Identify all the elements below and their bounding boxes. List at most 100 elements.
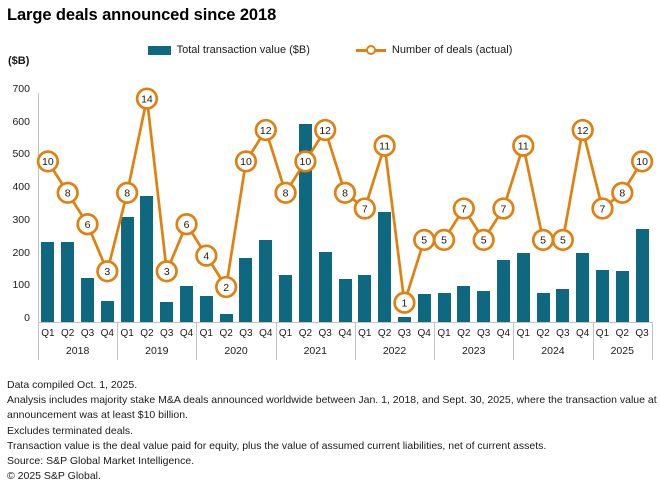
bar-2020-q3	[239, 258, 253, 322]
legend-item-transaction-value: Total transaction value ($B)	[147, 44, 310, 56]
deal-count-value: 10	[240, 156, 252, 168]
deal-count-value: 7	[501, 203, 507, 215]
deal-count-marker	[472, 228, 495, 252]
bar-2023-q3	[477, 290, 491, 322]
page-title: Large deals announced since 2018	[7, 6, 277, 24]
legend-label-transaction-value: Total transaction value ($B)	[176, 44, 310, 56]
deal-count-value: 10	[42, 156, 54, 168]
year-label: 2025	[610, 345, 634, 357]
deal-count-marker	[96, 260, 119, 283]
deal-count-marker	[56, 181, 79, 204]
bar-2020-q1	[199, 295, 213, 322]
deal-count-marker	[234, 150, 258, 173]
deal-count-value: 8	[283, 188, 289, 200]
deal-count-value: 8	[619, 188, 625, 200]
deal-count-value: 12	[577, 125, 589, 137]
quarter-label: Q2	[615, 328, 629, 339]
deal-count-marker	[175, 213, 198, 236]
bar-2024-q1	[516, 253, 530, 322]
deal-count-marker	[432, 228, 456, 252]
quarter-label: Q3	[160, 328, 174, 339]
bar-2022-q3	[397, 317, 411, 322]
deal-count-value: 14	[141, 93, 153, 105]
legend-label-number-of-deals: Number of deals (actual)	[391, 44, 513, 56]
deal-count-value: 1	[401, 298, 407, 310]
footnotes: Data compiled Oct. 1, 2025. Analysis incl…	[7, 378, 657, 484]
deal-count-value: 6	[184, 219, 190, 231]
y-tick-label: 300	[12, 213, 30, 226]
deal-count-marker	[630, 150, 654, 173]
deal-count-marker	[115, 181, 139, 204]
footnote-line: Source: S&P Global Market Intelligence.	[7, 455, 195, 468]
footnote-line: Excludes terminated deals.	[7, 424, 134, 437]
legend: Total transaction value ($B) Number of d…	[0, 44, 660, 56]
quarter-label: Q4	[179, 328, 194, 339]
quarter-label: Q1	[595, 328, 610, 339]
deal-count-value: 3	[164, 266, 170, 278]
y-tick-label: 700	[12, 83, 30, 95]
bar-2022-q1	[358, 274, 372, 322]
bar-2024-q4	[576, 253, 590, 322]
bar-2025-q3	[635, 228, 649, 322]
deal-count-value: 11	[379, 141, 390, 153]
deal-count-marker	[373, 134, 396, 157]
deal-count-value: 10	[636, 156, 648, 168]
deal-count-marker	[512, 134, 535, 157]
year-separator	[117, 322, 119, 360]
bar-2020-q2	[219, 313, 233, 322]
bar-2018-q3	[81, 277, 95, 322]
quarter-label: Q4	[338, 328, 352, 339]
quarter-label: Q2	[536, 328, 550, 339]
deal-count-value: 7	[461, 203, 467, 215]
quarter-label: Q2	[61, 328, 75, 339]
bar-2021-q2	[298, 124, 312, 322]
bar-2021-q1	[279, 274, 293, 322]
deal-count-marker	[76, 213, 99, 236]
year-label: 2022	[382, 345, 407, 357]
year-label: 2021	[303, 345, 327, 357]
deal-count-marker	[531, 228, 555, 252]
year-separator	[196, 322, 198, 360]
deal-count-marker	[413, 228, 436, 252]
legend-item-number-of-deals: Number of deals (actual)	[355, 44, 513, 56]
quarter-label: Q3	[476, 328, 491, 339]
quarter-label: Q1	[516, 328, 530, 339]
bar-2021-q4	[338, 279, 352, 322]
bar-2019-q2	[140, 196, 154, 322]
deal-count-marker	[591, 197, 614, 220]
year-label: 2020	[224, 345, 248, 357]
deal-count-value: 11	[518, 141, 529, 153]
quarter-label: Q4	[259, 328, 273, 339]
bar-2019-q4	[180, 286, 194, 322]
footnote-line: Data compiled Oct. 1, 2025.	[7, 379, 138, 391]
y-tick-label: 500	[12, 148, 30, 161]
bar-2019-q3	[160, 302, 174, 322]
year-separator	[652, 322, 653, 360]
y-tick-label: 200	[12, 246, 30, 259]
deal-count-marker	[155, 260, 178, 283]
deal-count-value: 6	[85, 219, 91, 231]
deal-count-value: 5	[481, 235, 487, 247]
bar-2018-q1	[41, 241, 55, 322]
deal-count-marker	[135, 87, 159, 110]
quarter-label: Q1	[437, 328, 451, 339]
deal-count-marker	[254, 118, 277, 142]
year-separator	[513, 322, 515, 360]
quarter-label: Q3	[397, 328, 412, 339]
quarter-label: Q3	[556, 328, 570, 339]
y-tick-label: 400	[12, 181, 30, 194]
deal-count-value: 8	[65, 188, 71, 200]
bar-2024-q3	[556, 289, 570, 322]
quarter-label: Q4	[100, 328, 114, 339]
year-label: 2018	[65, 345, 90, 357]
deal-count-value: 4	[203, 250, 209, 262]
deal-count-marker	[314, 118, 337, 142]
bar-2024-q2	[536, 292, 550, 322]
bar-2023-q4	[496, 259, 510, 322]
deal-count-value: 5	[540, 235, 546, 247]
deal-count-marker	[274, 181, 297, 204]
deal-count-value: 5	[560, 235, 566, 247]
deal-count-marker	[353, 197, 376, 220]
deal-count-marker	[611, 181, 634, 204]
